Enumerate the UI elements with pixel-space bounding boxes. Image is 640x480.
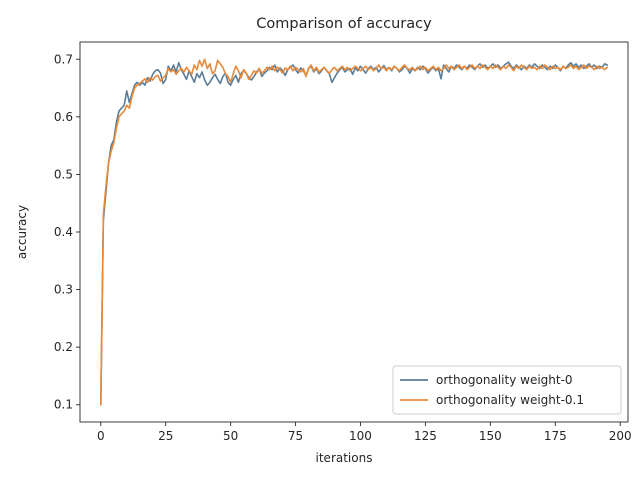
legend-box [392,365,622,415]
series-line-0 [99,61,609,406]
y-tick-label: 0.1 [54,398,73,412]
x-tick-label: 175 [544,429,567,443]
y-tick-label: 0.3 [54,283,73,297]
y-axis-label: accuracy [15,205,29,259]
series-line-1 [99,58,609,406]
plot-lines [99,58,609,406]
x-tick-label: 50 [223,429,238,443]
x-axis-label: iterations [316,451,373,465]
legend-label-weight-0.1: orthogonality weight-0.1 [436,393,584,407]
x-tick-label: 100 [349,429,372,443]
x-tick-label: 25 [158,429,173,443]
y-axis-ticks: 0.1 0.2 0.3 0.4 0.5 0.6 0.7 [54,52,80,412]
x-tick-label: 0 [97,429,105,443]
y-tick-label: 0.6 [54,110,73,124]
x-axis-ticks: 0 25 50 75 100 125 150 175 200 [97,422,632,443]
y-tick-label: 0.5 [54,167,73,181]
x-tick-label: 75 [288,429,303,443]
x-tick-label: 200 [609,429,632,443]
x-tick-label: 150 [479,429,502,443]
y-tick-label: 0.4 [54,225,73,239]
y-tick-label: 0.7 [54,52,73,66]
y-tick-label: 0.2 [54,340,73,354]
legend-label-weight-0: orthogonality weight-0 [436,373,573,387]
x-tick-label: 125 [414,429,437,443]
legend: orthogonality weight-0 orthogonality wei… [392,365,622,415]
chart-title: Comparison of accuracy [256,16,432,32]
